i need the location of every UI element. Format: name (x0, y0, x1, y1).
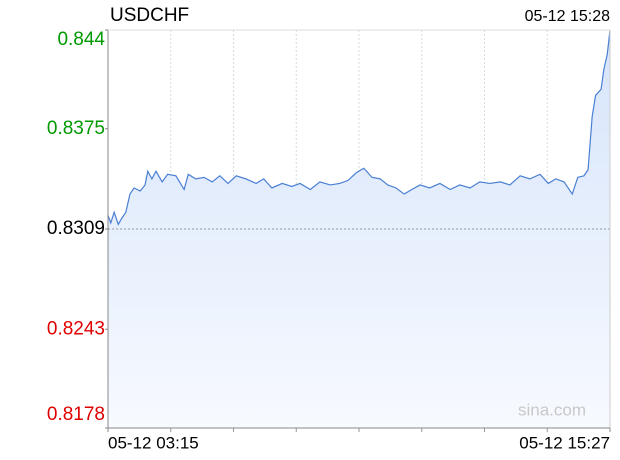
price-line (107, 29, 611, 226)
x-tick-label: 05-12 15:27 (519, 433, 610, 452)
chart-subtitle: 05-12 15:28 (525, 8, 611, 25)
y-tick-label: 0.8375 (47, 118, 105, 139)
x-tick-label: 05-12 03:15 (108, 433, 199, 452)
chart-title: USDCHF (110, 5, 189, 26)
y-tick-label: 0.8178 (47, 404, 105, 425)
area-fill (108, 30, 610, 428)
watermark: sina.com (518, 400, 586, 419)
y-tick-label: 0.8243 (47, 318, 105, 339)
y-tick-label: 0.844 (57, 29, 105, 50)
y-tick-label: 0.8309 (47, 218, 105, 239)
